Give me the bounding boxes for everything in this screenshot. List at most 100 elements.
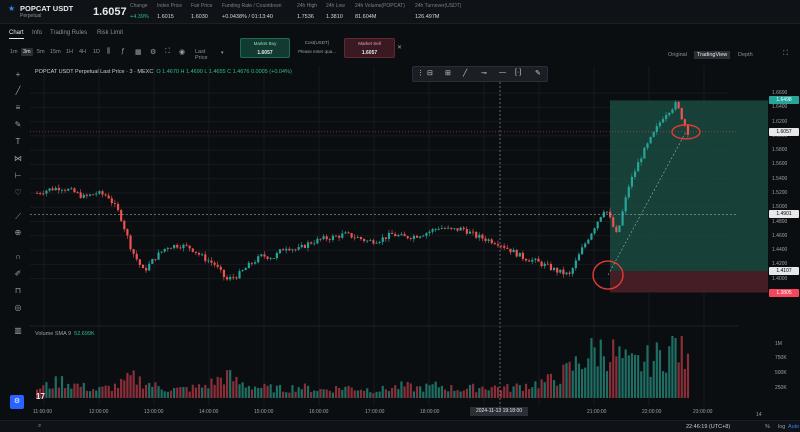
volume-bar — [194, 387, 198, 398]
volume-bar — [565, 363, 568, 398]
measure-icon[interactable]: ⟋ — [15, 212, 21, 221]
heart-icon[interactable]: ♡ — [14, 188, 22, 197]
percent-scale-button[interactable]: % — [765, 424, 770, 430]
timeframe-1d[interactable]: 1D — [93, 49, 101, 55]
favorite-star-icon[interactable]: ★ — [8, 4, 16, 13]
camera-icon[interactable]: ◉ — [179, 49, 186, 56]
pattern-icon[interactable]: ⋈ — [14, 154, 22, 163]
view-original[interactable]: Original — [668, 52, 687, 58]
log-scale-button[interactable]: log — [778, 424, 786, 430]
volume-bar — [319, 388, 322, 398]
pen-icon[interactable]: ✎ — [535, 70, 541, 77]
symbol-name[interactable]: POPCAT USDT — [20, 4, 74, 13]
utc-clock[interactable]: 22:46:19 (UTC+8) — [686, 424, 731, 430]
timeframe-1m[interactable]: 1m — [10, 49, 18, 55]
long-position-icon[interactable]: ⊟ — [427, 70, 433, 77]
volume-bar — [160, 389, 163, 398]
magnet-icon[interactable]: ∩ — [15, 252, 21, 261]
trend-line-icon[interactable]: ╱ — [15, 86, 21, 95]
line-style-icon[interactable]: — — [499, 69, 506, 76]
timeframe-3m[interactable]: 3m — [21, 48, 33, 56]
horizontal-line-icon[interactable]: ≡ — [15, 103, 21, 112]
candle-type-icon[interactable]: ⫼ — [107, 48, 111, 55]
text-tool-icon[interactable]: T — [15, 137, 21, 146]
bracket-icon[interactable]: [·] — [515, 69, 522, 76]
pencil-lock-icon[interactable]: ✐ — [14, 269, 22, 278]
candle-body — [503, 245, 506, 248]
volume-bar — [225, 370, 229, 398]
timeframe-15m[interactable]: 15m — [50, 49, 61, 55]
brush-icon[interactable]: ✎ — [14, 120, 22, 129]
ruler-icon[interactable]: ⊢ — [14, 171, 22, 180]
volume-bar — [643, 361, 646, 398]
candle-body — [182, 244, 185, 249]
volume-bar — [456, 390, 459, 398]
timeframe-5m[interactable]: 5m — [37, 49, 45, 55]
candle-body — [515, 249, 518, 257]
auto-scale-button[interactable]: Auto — [788, 424, 800, 430]
eye-icon[interactable]: ◎ — [14, 303, 22, 312]
candle-body — [207, 260, 210, 262]
close-icon[interactable]: ✕ — [397, 45, 403, 51]
line-tool-icon[interactable]: ╱ — [463, 70, 468, 77]
volume-tick: 1M — [775, 341, 782, 347]
floating-drawing-toolbar: ⋮ ⊟ ⊞ ╱ ⊸ — [·] ✎ — [412, 66, 548, 82]
volume-bar — [316, 391, 319, 398]
candle-body — [104, 194, 107, 196]
expand-icon[interactable]: ⛶ — [783, 50, 788, 57]
settings-gear-icon[interactable]: ⚙ — [10, 395, 24, 409]
crosshair-time-label: 2024-11-13 19:18:00 — [470, 407, 528, 416]
price-source-select[interactable]: Last Price — [195, 49, 208, 61]
volume-bar — [313, 390, 316, 398]
crosshair-icon[interactable]: + — [15, 70, 21, 79]
settings-icon[interactable]: ⚙ — [150, 49, 157, 56]
volume-bar — [294, 391, 297, 398]
volume-bar — [462, 390, 465, 398]
candle-body — [291, 249, 294, 251]
volume-bar — [422, 391, 425, 398]
candle-body — [674, 102, 677, 110]
market-buy-button[interactable]: Market Buy 1.6057 — [240, 38, 290, 58]
tab-info[interactable]: Info — [32, 30, 43, 36]
candle-body — [204, 254, 207, 261]
price-chart[interactable] — [30, 66, 768, 418]
indicators-icon[interactable]: ƒ — [121, 48, 125, 55]
drag-handle-icon[interactable]: ⋮ — [417, 70, 424, 77]
volume-bar — [531, 387, 534, 398]
market-sell-button[interactable]: Market Sell 1.6057 — [344, 38, 395, 58]
position-path-line — [607, 131, 687, 276]
tab-chart[interactable]: Chart — [9, 30, 24, 39]
tab-risk-limit[interactable]: Risk Limit — [97, 30, 124, 36]
timeframe-4h[interactable]: 4H — [79, 49, 87, 55]
stat-3: Funding Rate / Countdown +0.0438% / 01:13… — [222, 3, 281, 20]
volume-bar — [378, 391, 381, 398]
layout-icon[interactable]: ▦ — [135, 49, 142, 56]
ray-icon[interactable]: ⊸ — [481, 70, 487, 77]
trash-icon[interactable]: ▥ — [14, 326, 22, 335]
short-position-icon[interactable]: ⊞ — [445, 70, 451, 77]
search-icon[interactable]: ⌕ — [38, 423, 42, 429]
cost-input[interactable]: Cost(USDT) Please enter qua... — [292, 38, 342, 58]
zoom-icon[interactable]: ⊕ — [14, 228, 22, 237]
volume-bar — [509, 391, 512, 398]
volume-bar — [303, 383, 307, 398]
candle-body — [194, 251, 198, 253]
tab-trading-rules[interactable]: Trading Rules — [50, 30, 88, 36]
timeframe-1h[interactable]: 1H — [66, 49, 74, 55]
fullscreen-icon[interactable]: ⛶ — [165, 48, 170, 55]
candle-body — [334, 235, 338, 237]
price-tick: 1.6200 — [772, 118, 788, 125]
chart-legend: POPCAT USDT Perpetual Last Price · 3 · M… — [35, 69, 292, 75]
candle-body — [468, 231, 472, 234]
view-depth[interactable]: Depth — [738, 52, 753, 58]
chevron-down-icon[interactable]: ▾ — [221, 50, 224, 56]
candle-body — [241, 270, 244, 272]
view-tradingview[interactable]: TradingView — [694, 51, 731, 59]
drawing-toolbar: + ╱ ≡ ✎ T ⋈ ⊢ ♡ ⟋ ⊕ ∩ ✐ ⊓ ◎ ▥ — [6, 66, 28, 432]
lock-icon[interactable]: ⊓ — [14, 286, 22, 295]
candle-body — [565, 272, 568, 275]
candle-body — [260, 254, 263, 257]
volume-bar — [521, 390, 525, 398]
volume-bar — [216, 376, 219, 398]
volume-bar — [524, 383, 528, 398]
